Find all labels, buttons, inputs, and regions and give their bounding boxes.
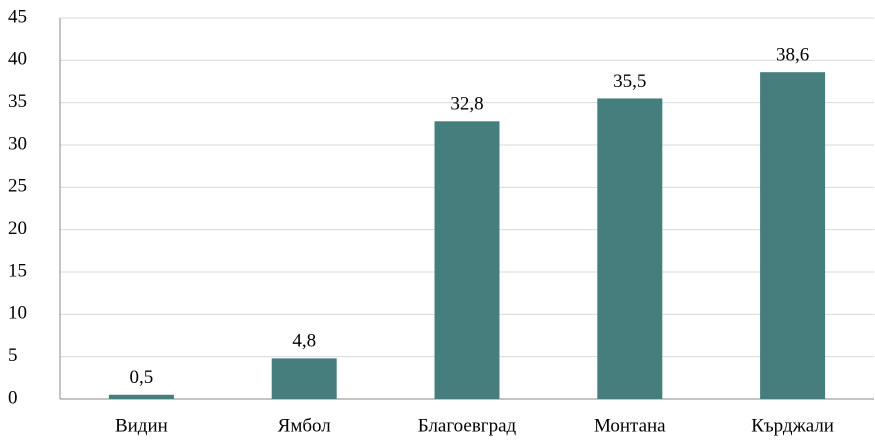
y-tick-label: 25 xyxy=(8,176,27,197)
value-label: 0,5 xyxy=(130,367,154,388)
y-tick-label: 10 xyxy=(8,303,27,324)
x-tick-label: Монтана xyxy=(594,415,666,436)
y-tick-label: 20 xyxy=(8,218,27,239)
y-tick-label: 5 xyxy=(8,345,18,366)
x-tick-label: Ямбол xyxy=(278,415,332,436)
labels: 0 5 10 15 20 25 30 35 40 45 Видин 0,5 Ямбол 4,8 Благое… xyxy=(8,6,834,436)
y-tick-label: 35 xyxy=(8,91,27,112)
x-tick-label: Благоевград xyxy=(418,415,517,436)
bars xyxy=(108,72,826,399)
bar xyxy=(108,394,174,399)
bar xyxy=(434,121,500,399)
bar xyxy=(597,98,663,399)
value-label: 4,8 xyxy=(292,331,316,352)
x-tick-label: Видин xyxy=(115,415,168,436)
y-tick-label: 15 xyxy=(8,260,27,281)
value-label: 38,6 xyxy=(776,45,809,66)
value-label: 35,5 xyxy=(613,71,646,92)
bar xyxy=(760,72,826,399)
y-tick-label: 45 xyxy=(8,6,27,27)
bar xyxy=(271,358,337,399)
y-tick-label: 0 xyxy=(8,387,18,408)
value-label: 32,8 xyxy=(450,94,483,115)
x-tick-label: Кърджали xyxy=(751,415,834,436)
y-tick-label: 40 xyxy=(8,49,27,70)
y-tick-label: 30 xyxy=(8,133,27,154)
